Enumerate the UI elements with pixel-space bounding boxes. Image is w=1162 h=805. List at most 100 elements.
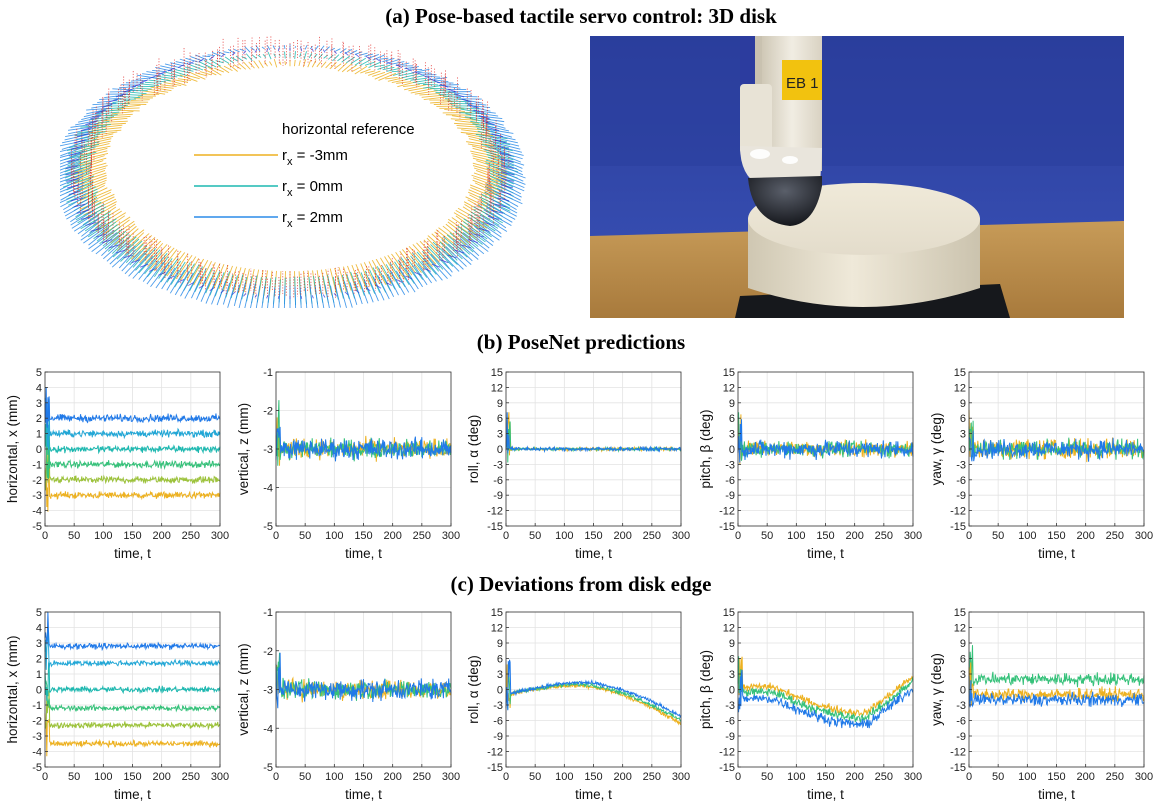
y-tick-label: -9 (956, 731, 966, 743)
disk-blue-segment (344, 51, 349, 56)
disk-tick-0 (412, 243, 433, 267)
x-tick-label: 0 (735, 771, 741, 783)
disk-blue-segment (500, 184, 513, 189)
y-tick-label: 9 (497, 398, 503, 410)
disk-blue-segment (108, 244, 119, 249)
x-tick-label: 250 (413, 771, 431, 783)
legend-entry-minus3: rx = -3mm (194, 147, 348, 168)
disk-tick-0 (227, 63, 238, 72)
disk-blue-segment (231, 291, 236, 296)
disk-tick-2 (88, 228, 110, 246)
disk-tick-0 (474, 182, 501, 196)
photo-yellow-label (782, 60, 822, 100)
disk-blue-segment (123, 254, 133, 259)
legend-sub: x (287, 156, 293, 168)
disk-tick-0 (383, 256, 399, 280)
disk-tick-0 (405, 247, 425, 271)
disk-tick-0 (189, 257, 205, 284)
disk-tick-1 (80, 211, 111, 230)
x-axis-label: time, t (575, 787, 612, 802)
disk-tick-1 (82, 209, 105, 226)
disk-blue-segment (139, 263, 149, 268)
chart-b4-pitch: 0 50 100 150 200 250 300 -15 -12 -9 -6 -3 0 3 6 9 12 15 ti… (698, 367, 922, 561)
disk-blue-segment (487, 127, 500, 131)
y-tick-label: -12 (950, 506, 966, 518)
y-tick-label: 5 (36, 367, 42, 379)
disk-tick-2 (447, 243, 472, 265)
disk-blue-segment (423, 75, 432, 80)
disk-tick-1 (327, 54, 334, 60)
disk-tick-1 (341, 55, 351, 63)
y-tick-label: -1 (32, 700, 42, 712)
disk-blue-segment (405, 275, 413, 280)
y-tick-label: -4 (32, 506, 42, 518)
x-tick-label: 250 (643, 771, 661, 783)
disk-tick-1 (107, 232, 130, 252)
disk-blue-segment (478, 227, 490, 232)
disk-tick-0 (396, 81, 412, 84)
disk-tick-0 (124, 232, 150, 256)
disk-tick-2 (175, 61, 189, 65)
disk-tick-0 (144, 242, 164, 265)
disk-tick-2 (136, 74, 157, 79)
x-tick-label: 300 (442, 530, 460, 542)
y-tick-label: 12 (491, 623, 503, 635)
disk-tick-0 (193, 257, 210, 286)
legend-value: = 2mm (293, 209, 343, 226)
disk-tick-1 (84, 214, 111, 232)
disk-blue-segment (414, 71, 422, 76)
y-tick-label: -5 (263, 521, 273, 533)
disk-tick-0 (401, 247, 422, 273)
disk-tick-1 (125, 243, 144, 264)
legend-label: r (282, 178, 287, 195)
disk-tick-2 (267, 285, 271, 308)
disk-blue-segment (102, 239, 113, 243)
disk-tick-2 (409, 266, 423, 288)
disk-tick-1 (477, 204, 503, 220)
y-axis-label: vertical, z (mm) (236, 403, 251, 495)
y-tick-label: 12 (491, 382, 503, 394)
disk-tick-2 (330, 47, 336, 51)
disk-tick-1 (219, 57, 230, 64)
disk-tick-2 (372, 276, 385, 301)
disk-tick-2 (121, 250, 141, 272)
disk-tick-0 (233, 266, 242, 293)
disk-tick-2 (497, 173, 526, 185)
disk-tick-0 (368, 70, 381, 76)
disk-tick-1 (410, 255, 428, 278)
x-tick-label: 150 (354, 771, 372, 783)
disk-tick-0 (433, 103, 459, 105)
disk-blue-segment (311, 295, 314, 299)
y-tick-label: -9 (493, 731, 503, 743)
y-tick-label: -5 (32, 521, 42, 533)
disk-tick-1 (205, 271, 215, 294)
x-axis-label: time, t (345, 546, 382, 561)
disk-blue-segment (461, 98, 472, 103)
disk-tick-1 (430, 244, 454, 267)
disk-blue-segment (300, 48, 303, 52)
disk-tick-2 (494, 196, 517, 211)
disk-tick-1 (93, 221, 117, 240)
disk-tick-2 (202, 55, 211, 58)
disk-blue-segment (447, 88, 457, 93)
disk-tick-2 (368, 278, 379, 302)
disk-tick-1 (454, 230, 475, 250)
disk-tick-2 (244, 283, 251, 308)
y-tick-label: -3 (725, 700, 735, 712)
disk-tick-2 (368, 54, 379, 59)
disk-blue-segment (85, 121, 97, 125)
disk-tick-1 (77, 206, 107, 224)
disk-tick-0 (442, 225, 467, 246)
disk-tick-1 (425, 249, 444, 270)
disk-tick-2 (68, 128, 94, 135)
disk-tick-2 (485, 212, 507, 229)
disk-blue-segment (67, 158, 80, 163)
x-tick-label: 200 (383, 530, 401, 542)
disk-tick-2 (294, 46, 297, 48)
disk-tick-2 (60, 161, 81, 171)
disk-tick-2 (60, 184, 85, 197)
disk-tick-0 (198, 260, 213, 286)
disk-blue-segment (473, 109, 485, 114)
disk-tick-2 (142, 73, 160, 77)
disk-tick-0 (448, 218, 477, 239)
